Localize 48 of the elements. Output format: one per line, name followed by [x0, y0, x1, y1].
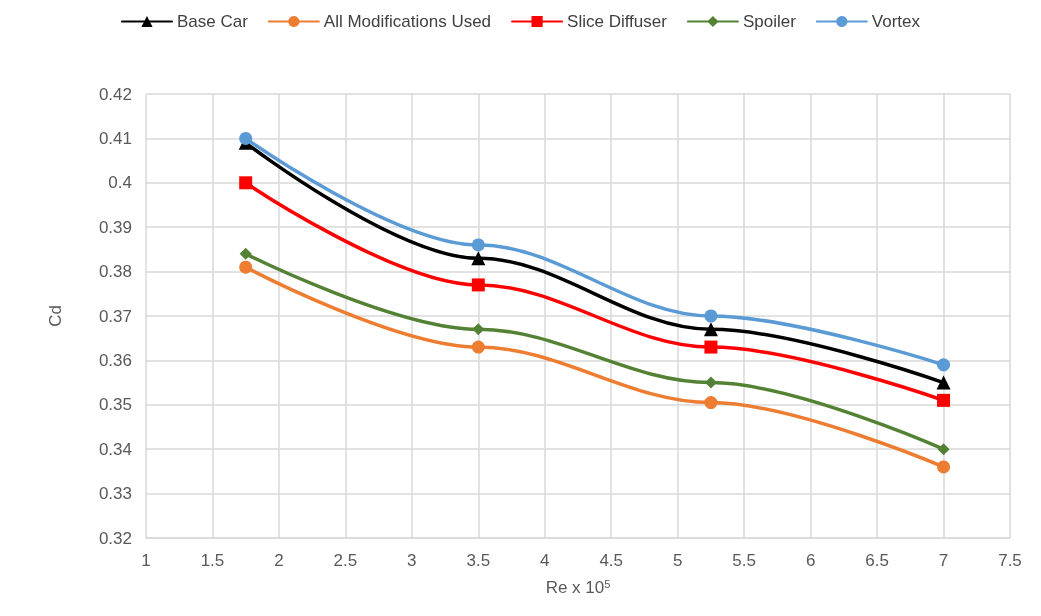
point [937, 443, 950, 456]
x-tick-label: 4 [540, 551, 550, 570]
point [937, 393, 951, 407]
point [239, 247, 252, 260]
y-tick-label: 0.39 [98, 217, 132, 237]
point [239, 260, 253, 274]
point [937, 460, 951, 474]
point [936, 375, 951, 390]
point [704, 340, 718, 354]
point [704, 396, 718, 410]
legend-label: All Modifications Used [323, 12, 492, 31]
x-tick-label: 1 [141, 551, 151, 570]
y-tick-label: 0.37 [98, 306, 132, 326]
legend-label: Spoiler [742, 12, 797, 31]
x-tick-label: 1.5 [200, 551, 225, 570]
point [239, 131, 253, 145]
y-axis-title: Cd [46, 305, 65, 327]
x-tick-label: 2.5 [333, 551, 358, 570]
point [471, 238, 485, 252]
point [471, 251, 486, 266]
x-tick-label: 6.5 [865, 551, 889, 570]
y-tick-label: 0.32 [98, 528, 132, 548]
y-tick-label: 0.41 [98, 128, 132, 148]
y-tick-label: 0.42 [98, 84, 132, 104]
x-tick-label: 3 [407, 551, 417, 570]
x-tick-label: 3.5 [466, 551, 491, 570]
y-tick-label: 0.36 [98, 350, 132, 370]
legend-label: Base Car [176, 12, 249, 31]
y-tick-label: 0.4 [108, 173, 132, 193]
point [704, 309, 718, 323]
x-tick-label: 6 [805, 551, 816, 570]
x-tick-label: 5 [672, 551, 683, 570]
point [471, 340, 485, 354]
x-tick-label: 5.5 [732, 551, 756, 570]
x-tick-label: 7.5 [998, 551, 1022, 570]
point [471, 278, 485, 292]
legend-label: Vortex [871, 12, 921, 31]
x-tick-label: 7 [938, 551, 949, 570]
y-tick-label: 0.38 [98, 262, 132, 282]
y-tick-label: 0.35 [98, 395, 132, 415]
point [937, 358, 951, 372]
y-tick-label: 0.33 [98, 484, 132, 504]
legend-label: Slice Diffuser [567, 12, 668, 31]
point [703, 322, 718, 337]
point [239, 176, 253, 190]
y-tick-label: 0.34 [98, 439, 132, 459]
x-tick-label: 2 [274, 551, 284, 570]
x-tick-label: 4.5 [599, 551, 624, 570]
